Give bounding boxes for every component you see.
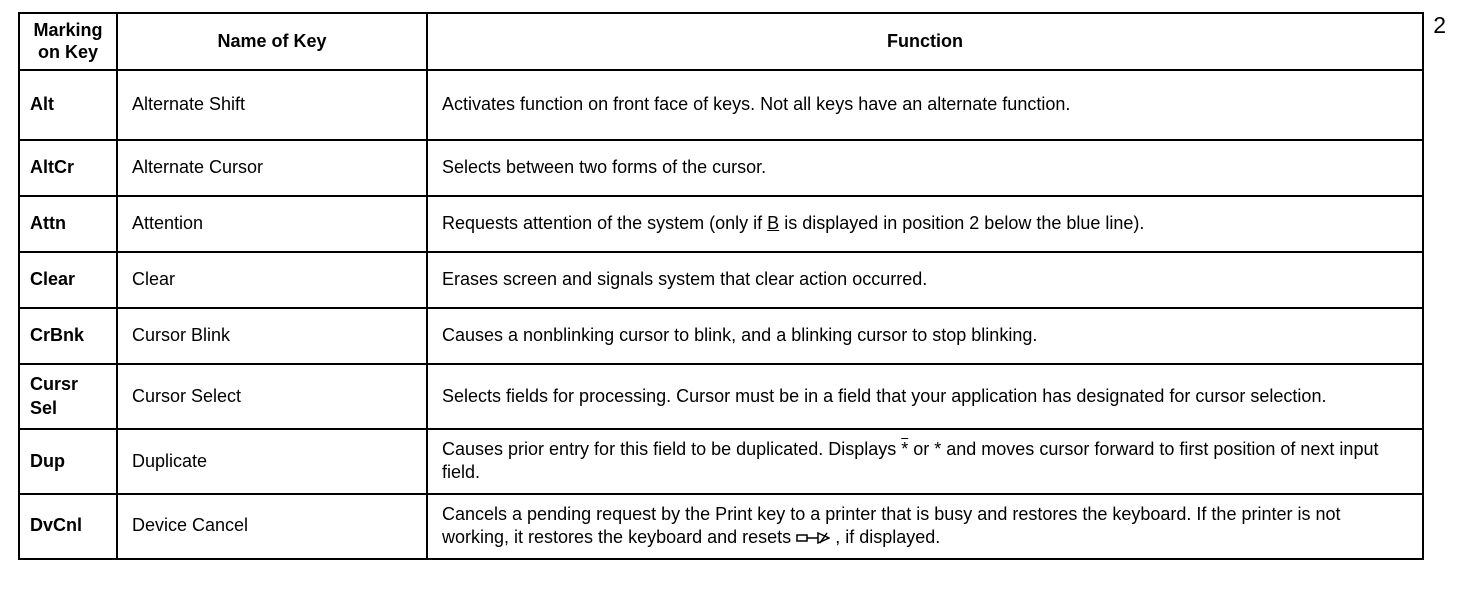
cell-marking: Alt [19,70,117,140]
cell-function: Selects fields for processing. Cursor mu… [427,364,1423,429]
table-row: ClearClearErases screen and signals syst… [19,252,1423,308]
cell-marking: DvCnl [19,494,117,559]
table-row: DupDuplicateCauses prior entry for this … [19,429,1423,494]
page-number: 2 [1433,12,1446,39]
col-header-marking: Marking on Key [19,13,117,70]
cell-marking: CursrSel [19,364,117,429]
key-reference-table: Marking on Key Name of Key Function AltA… [18,12,1424,560]
table-header-row: Marking on Key Name of Key Function [19,13,1423,70]
cell-function: Selects between two forms of the cursor. [427,140,1423,196]
cell-marking: Attn [19,196,117,252]
cell-name: Cursor Select [117,364,427,429]
table-body: AltAlternate ShiftActivates function on … [19,70,1423,558]
table-row: CursrSelCursor SelectSelects fields for … [19,364,1423,429]
cell-name: Device Cancel [117,494,427,559]
table-row: AltCrAlternate CursorSelects between two… [19,140,1423,196]
cell-name: Alternate Cursor [117,140,427,196]
table-row: AltAlternate ShiftActivates function on … [19,70,1423,140]
cell-function: Requests attention of the system (only i… [427,196,1423,252]
cell-name: Alternate Shift [117,70,427,140]
table-row: DvCnlDevice CancelCancels a pending requ… [19,494,1423,559]
cell-function: Erases screen and signals system that cl… [427,252,1423,308]
col-header-name: Name of Key [117,13,427,70]
col-header-marking-line2: on Key [38,42,98,62]
cell-marking: AltCr [19,140,117,196]
cell-function: Activates function on front face of keys… [427,70,1423,140]
cell-function: Causes prior entry for this field to be … [427,429,1423,494]
cell-function: Cancels a pending request by the Print k… [427,494,1423,559]
cell-name: Attention [117,196,427,252]
cell-marking: CrBnk [19,308,117,364]
cell-name: Cursor Blink [117,308,427,364]
cell-name: Duplicate [117,429,427,494]
col-header-marking-line1: Marking [33,20,102,40]
cell-marking: Clear [19,252,117,308]
table-row: CrBnkCursor BlinkCauses a nonblinking cu… [19,308,1423,364]
cell-marking: Dup [19,429,117,494]
cell-name: Clear [117,252,427,308]
table-row: AttnAttentionRequests attention of the s… [19,196,1423,252]
cell-function: Causes a nonblinking cursor to blink, an… [427,308,1423,364]
col-header-function: Function [427,13,1423,70]
